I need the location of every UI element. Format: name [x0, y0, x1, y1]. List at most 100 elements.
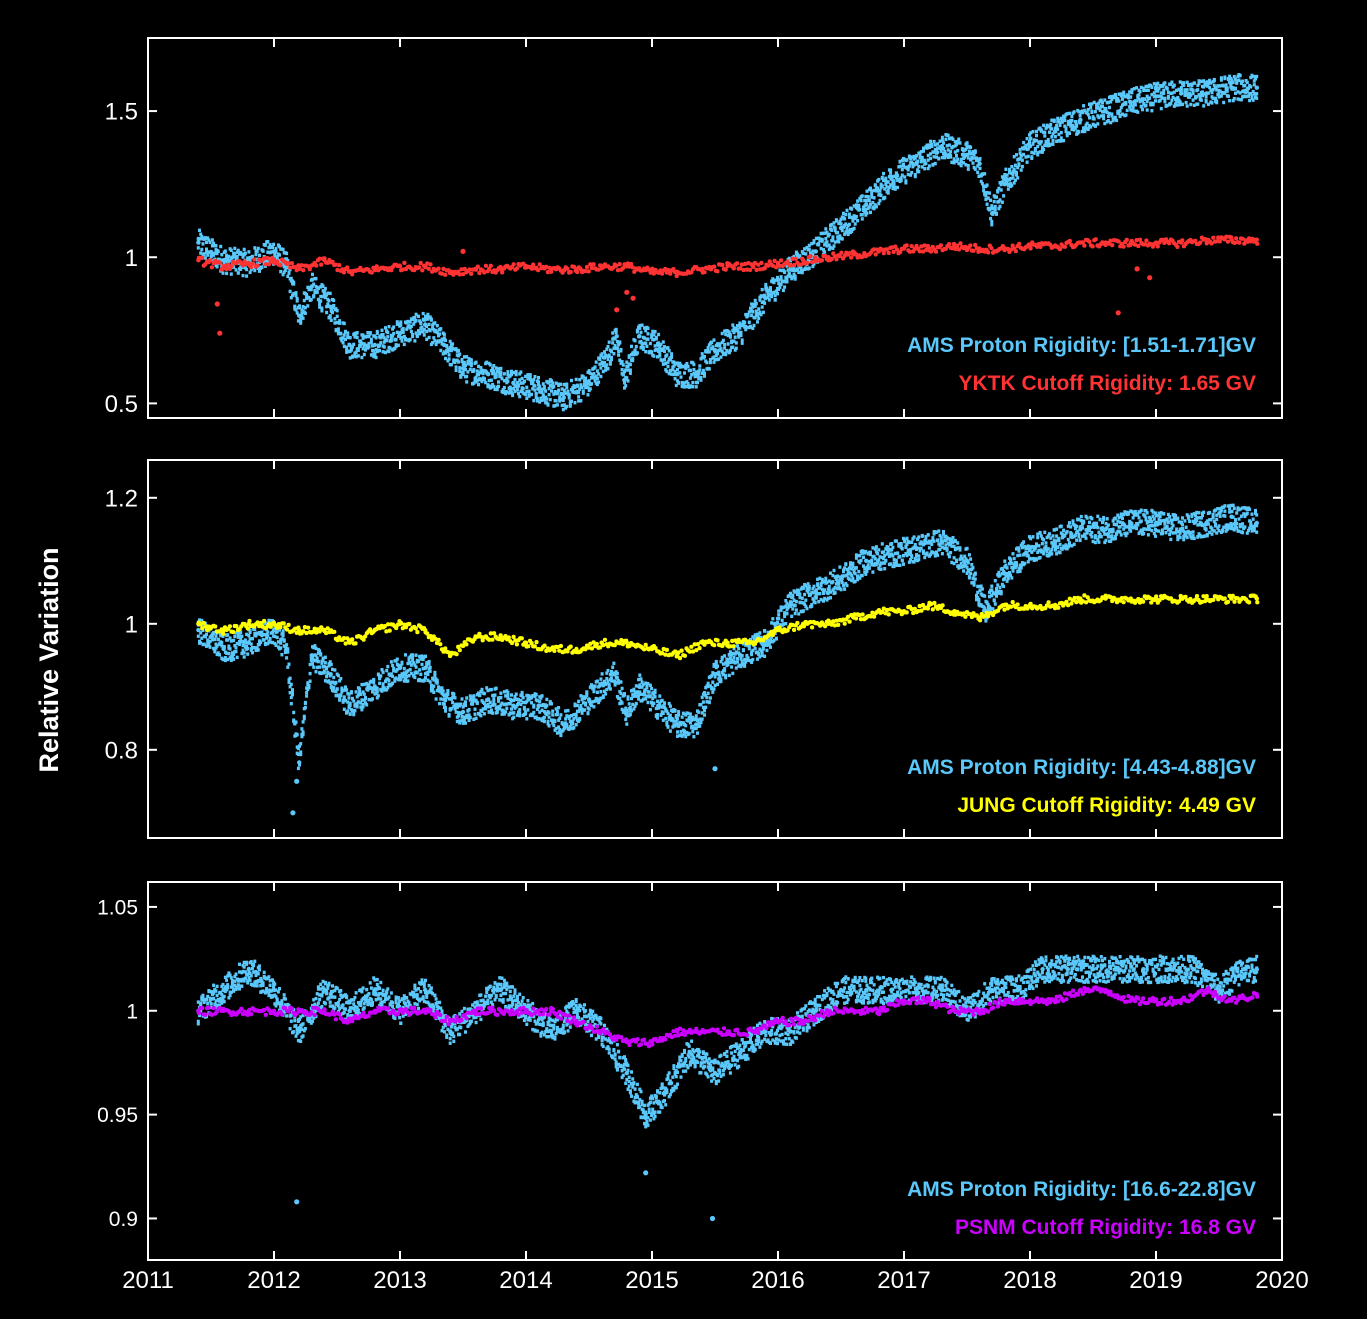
- data-point: [442, 693, 446, 698]
- data-point: [637, 677, 641, 682]
- data-point: [1177, 98, 1181, 102]
- data-point: [758, 655, 762, 659]
- data-point: [872, 206, 876, 211]
- data-point: [362, 692, 366, 696]
- data-point: [1089, 125, 1093, 129]
- data-point: [900, 158, 904, 162]
- data-point: [493, 387, 497, 391]
- data-point: [773, 293, 777, 298]
- data-point: [840, 237, 844, 241]
- data-point: [887, 185, 891, 190]
- data-point: [692, 726, 696, 731]
- data-point: [229, 264, 234, 269]
- data-point: [690, 373, 694, 377]
- data-point: [656, 347, 659, 352]
- data-point: [465, 374, 469, 379]
- data-point: [910, 170, 914, 175]
- data-point: [1202, 79, 1206, 83]
- data-point: [473, 707, 477, 711]
- data-point: [408, 337, 412, 342]
- data-point: [506, 379, 510, 383]
- data-point: [196, 246, 200, 250]
- data-point: [632, 687, 636, 692]
- data-point: [533, 384, 537, 388]
- data-point: [593, 378, 597, 382]
- data-point: [772, 278, 776, 282]
- data-point: [326, 302, 330, 306]
- data-point: [223, 656, 227, 660]
- data-point: [1066, 119, 1070, 124]
- data-point: [299, 263, 304, 268]
- data-point: [720, 349, 724, 354]
- data-point: [444, 351, 447, 355]
- data-point: [676, 730, 679, 734]
- data-point: [823, 243, 827, 247]
- data-point: [314, 277, 318, 281]
- data-point: [886, 180, 890, 184]
- data-point: [644, 350, 648, 354]
- data-point: [1077, 130, 1081, 134]
- data-point: [199, 631, 203, 635]
- data-point: [459, 702, 463, 706]
- data-point: [376, 694, 380, 698]
- data-point: [608, 360, 612, 364]
- data-point: [688, 376, 692, 380]
- data-point: [510, 369, 513, 374]
- data-point: [223, 658, 227, 663]
- data-point: [836, 230, 840, 235]
- data-point: [351, 696, 354, 701]
- data-point: [336, 332, 340, 336]
- data-point: [303, 701, 307, 706]
- data-point: [486, 688, 490, 693]
- data-point: [698, 364, 702, 368]
- data-point: [929, 156, 933, 161]
- data-point: [751, 635, 755, 639]
- data-point: [1130, 88, 1134, 92]
- data-point: [781, 288, 785, 293]
- data-point: [538, 400, 542, 404]
- data-point: [332, 689, 336, 693]
- data-point: [756, 657, 759, 661]
- data-point: [539, 696, 543, 700]
- data-point: [547, 393, 551, 397]
- data-point: [590, 703, 593, 708]
- data-point: [512, 698, 516, 702]
- data-point: [227, 254, 231, 259]
- data-point: [918, 156, 922, 160]
- data-point: [419, 321, 423, 326]
- data-point: [499, 695, 503, 700]
- data-point: [252, 266, 256, 270]
- data-point: [502, 379, 506, 383]
- data-point: [1099, 98, 1103, 102]
- data-point: [1143, 97, 1147, 101]
- data-point: [1248, 98, 1252, 103]
- data-point: [325, 310, 329, 315]
- data-point: [978, 166, 982, 171]
- data-point: [299, 319, 303, 323]
- data-point: [572, 390, 576, 394]
- data-point: [333, 262, 338, 267]
- data-point: [420, 268, 425, 273]
- data-point: [741, 267, 746, 273]
- data-point: [537, 382, 540, 387]
- data-point: [554, 399, 558, 403]
- data-point: [513, 389, 517, 394]
- data-point: [308, 679, 312, 683]
- data-point: [666, 364, 670, 369]
- data-point: [927, 143, 931, 147]
- data-point: [1118, 114, 1122, 119]
- data-point: [328, 304, 333, 310]
- data-point: [700, 695, 704, 700]
- data-point: [887, 175, 891, 179]
- data-point: [439, 271, 444, 276]
- data-point: [1109, 120, 1113, 125]
- data-point: [706, 681, 710, 686]
- data-point: [429, 342, 433, 347]
- data-point: [312, 645, 316, 650]
- y-tick-label: 1: [125, 245, 138, 272]
- data-point: [777, 287, 781, 292]
- data-point: [281, 272, 285, 277]
- data-point: [445, 695, 449, 699]
- data-point: [857, 205, 861, 209]
- data-point: [1252, 92, 1256, 96]
